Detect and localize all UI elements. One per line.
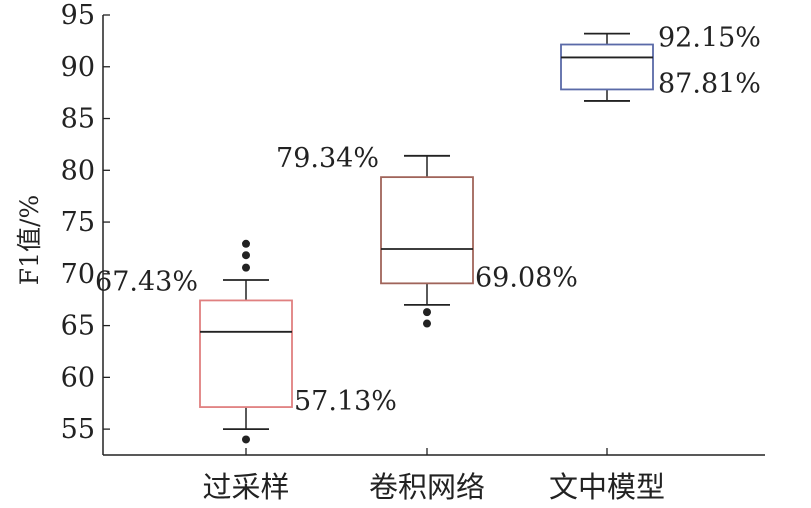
y-tick-label: 85 <box>61 104 95 135</box>
y-tick-label: 80 <box>61 155 95 186</box>
outlier-point <box>242 251 250 260</box>
q3-label: 92.15% <box>658 23 761 54</box>
outlier-point <box>242 263 250 272</box>
outlier-point <box>423 319 431 328</box>
q1-label: 57.13% <box>294 386 397 417</box>
y-tick-label: 70 <box>61 259 95 290</box>
y-tick-label: 90 <box>61 52 95 83</box>
y-tick-label: 95 <box>61 0 95 31</box>
q1-label: 87.81% <box>658 68 761 99</box>
x-category-label: 过采样 <box>202 470 289 504</box>
q1-label: 69.08% <box>475 262 578 293</box>
y-axis-title: F1值/% <box>15 195 44 285</box>
x-category-label: 文中模型 <box>549 470 665 504</box>
y-tick-label: 60 <box>61 362 95 393</box>
box-iqr <box>199 299 293 408</box>
y-tick-label: 65 <box>61 311 95 342</box>
q3-label: 79.34% <box>276 143 379 174</box>
outlier-point <box>423 308 431 317</box>
outlier-point <box>242 239 250 248</box>
y-tick-label: 75 <box>61 207 95 238</box>
y-tick-label: 55 <box>61 414 95 445</box>
outlier-point <box>242 435 250 444</box>
box-iqr <box>560 43 654 91</box>
box-iqr <box>380 176 474 285</box>
x-category-label: 卷积网络 <box>369 470 485 504</box>
q3-label: 67.43% <box>95 266 198 297</box>
